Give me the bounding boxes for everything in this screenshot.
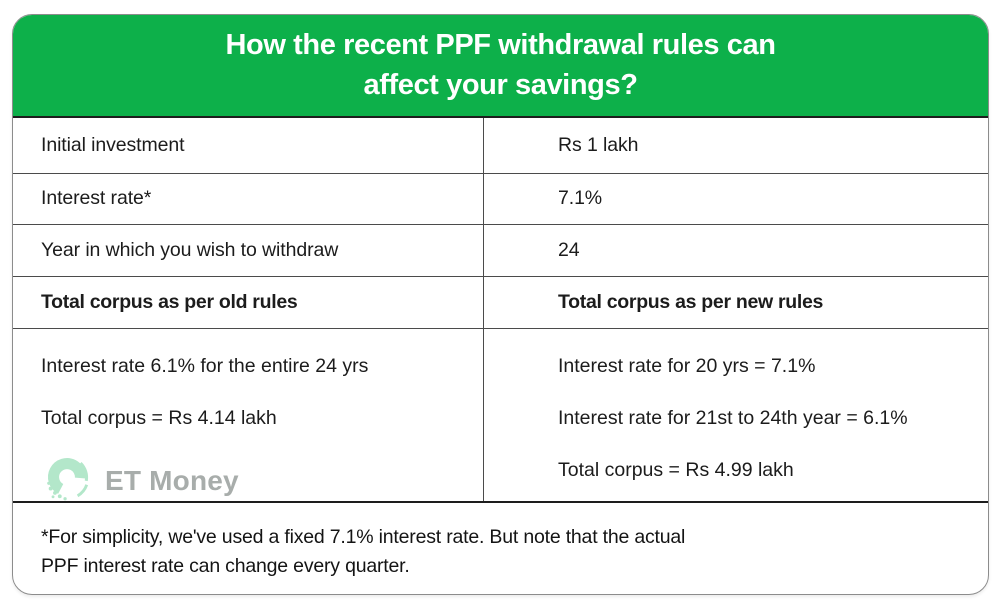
new-rules-line-1: Interest rate for 20 yrs = 7.1% [558, 355, 816, 377]
withdrawal-year-label: Year in which you wish to withdraw [41, 238, 339, 261]
initial-investment-label: Initial investment [41, 133, 185, 156]
old-rules-header: Total corpus as per old rules [41, 290, 298, 313]
table-row-initial-investment: Initial investment Rs 1 lakh [13, 118, 988, 174]
infographic-card: How the recent PPF withdrawal rules can … [12, 14, 989, 595]
old-rules-line-2: Total corpus = Rs 4.14 lakh [41, 407, 277, 429]
old-rules-line-1: Interest rate 6.1% for the entire 24 yrs [41, 355, 369, 377]
old-rules-cell: Interest rate 6.1% for the entire 24 yrs… [13, 329, 483, 501]
table-row-details: Interest rate 6.1% for the entire 24 yrs… [13, 329, 988, 503]
new-rules-cell: Interest rate for 20 yrs = 7.1% Interest… [483, 329, 988, 501]
page-title-line-1: How the recent PPF withdrawal rules can [225, 29, 776, 61]
title-banner: How the recent PPF withdrawal rules can … [13, 15, 988, 118]
interest-rate-label: Interest rate* [41, 187, 152, 210]
new-rules-line-2: Interest rate for 21st to 24th year = 6.… [558, 407, 908, 429]
initial-investment-value: Rs 1 lakh [483, 118, 988, 173]
footnote-line-1: *For simplicity, we've used a fixed 7.1%… [41, 526, 686, 548]
table-row-withdrawal-year: Year in which you wish to withdraw 24 [13, 225, 988, 277]
etmoney-logo: ET Money [41, 452, 471, 510]
interest-rate-value: 7.1% [483, 173, 988, 224]
table-row-interest-rate: Interest rate* 7.1% [13, 173, 988, 225]
new-rules-line-3: Total corpus = Rs 4.99 lakh [558, 459, 794, 481]
withdrawal-year-value: 24 [483, 225, 988, 276]
etmoney-logo-text: ET Money [105, 465, 239, 496]
page-title-line-2: affect your savings? [363, 69, 638, 101]
new-rules-header: Total corpus as per new rules [483, 276, 988, 328]
footnote-line-2: PPF interest rate can change every quart… [41, 554, 410, 577]
table-row-section-headers: Total corpus as per old rules Total corp… [13, 276, 988, 329]
footnote: *For simplicity, we've used a fixed 7.1%… [13, 503, 988, 580]
etmoney-logo-icon [41, 452, 93, 510]
